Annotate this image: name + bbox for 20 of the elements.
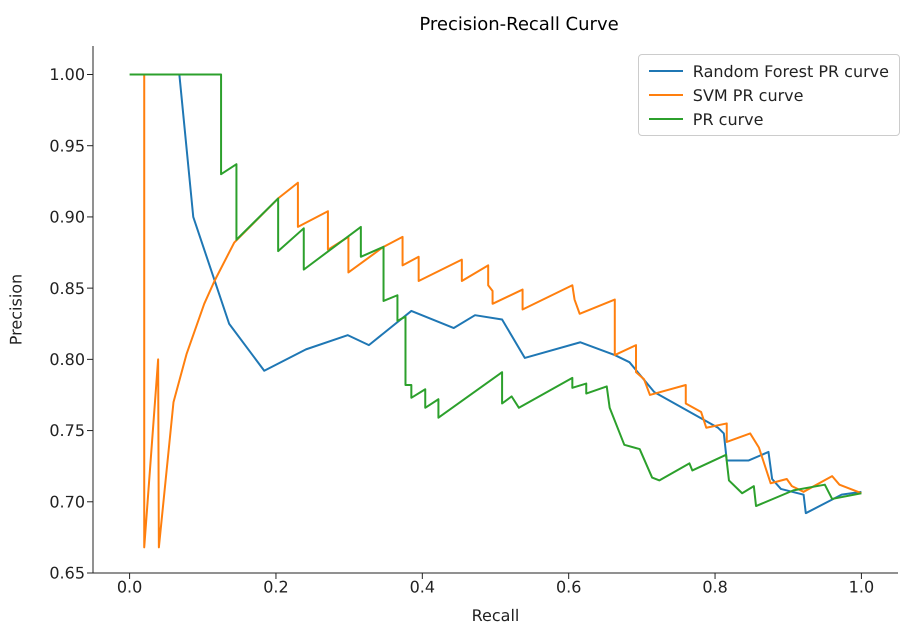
y-tick-label: 0.90	[49, 208, 85, 227]
legend-label: SVM PR curve	[692, 86, 804, 104]
legend-label: PR curve	[692, 110, 764, 128]
chart-title: Precision-Recall Curve	[418, 14, 620, 35]
y-tick-label: 0.80	[49, 350, 85, 370]
x-tick-label: 0.6	[556, 577, 582, 596]
x-tick-label: 0.0	[116, 577, 142, 596]
y-tick-label: 0.75	[49, 421, 85, 440]
x-tick-label: 0.8	[702, 577, 728, 596]
y-axis-title: Precision	[6, 274, 26, 346]
x-tick-label: 0.2	[263, 577, 289, 596]
x-tick-label: 1.0	[848, 577, 874, 596]
y-tick-label: 1.00	[49, 65, 85, 84]
legend-label: Random Forest PR curve	[692, 62, 889, 80]
y-tick-label: 0.85	[49, 278, 85, 298]
y-tick-label: 0.65	[49, 564, 85, 583]
x-tick-label: 0.4	[410, 577, 436, 596]
x-axis-title: Recall	[472, 606, 520, 625]
y-tick-label: 0.70	[49, 492, 85, 512]
y-tick-label: 0.95	[49, 136, 85, 156]
